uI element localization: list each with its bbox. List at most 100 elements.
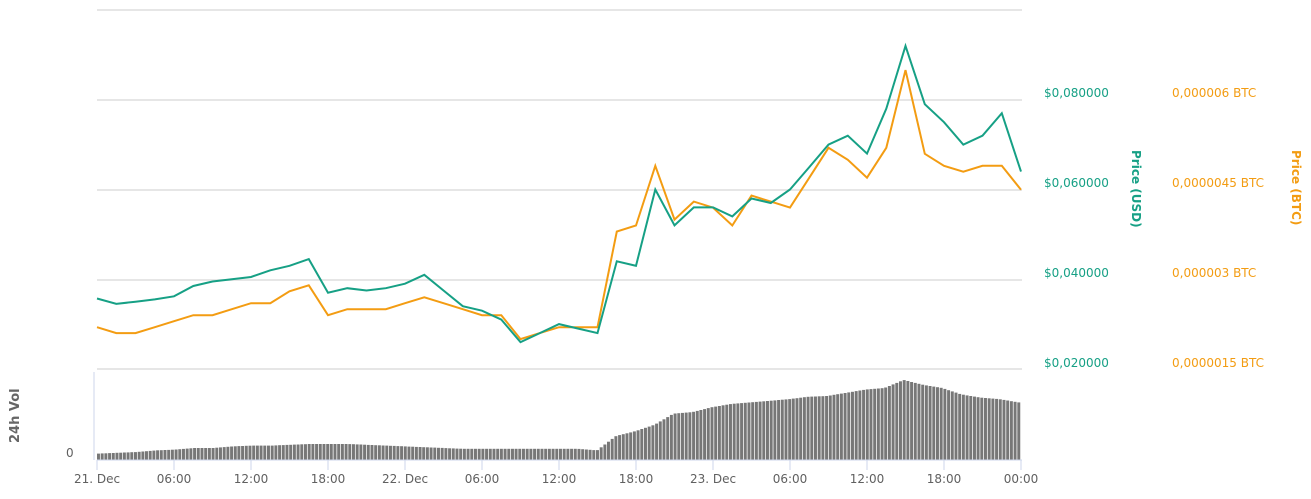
volume-bar [577,448,581,460]
x-tick-label: 23. Dec [689,472,737,486]
volume-bar [182,448,185,460]
volume-bar [747,402,751,460]
volume-bar [141,451,145,460]
volume-bar [122,452,126,460]
volume-bar [134,452,137,460]
volume-bar [950,391,954,460]
volume-bar [433,447,437,460]
x-ticks [96,460,1022,470]
volume-zero-label: 0 [66,446,74,460]
volume-bar [233,446,237,460]
volume-bar [769,400,773,460]
volume-bar [237,446,241,460]
volume-bar [407,446,411,460]
volume-bar [226,446,230,460]
volume-bar [462,448,466,460]
volume-bar [525,448,529,460]
btc-tick-label: 0,000006 BTC [1172,86,1257,100]
volume-bar [1009,401,1013,460]
volume-bar [270,445,274,460]
volume-bar [895,382,899,460]
volume-bar [843,393,847,460]
volume-bar [677,413,681,460]
volume-bar [222,447,226,460]
volume-bar [632,431,636,460]
volume-bar [529,448,533,460]
volume-bar [207,448,211,460]
volume-bar [466,448,470,460]
usd-price-line [96,42,1022,344]
volume-bar [285,444,289,460]
volume-bar [869,389,873,460]
volume-bar [780,399,784,460]
volume-bar [104,453,108,460]
volume-bar [566,448,570,460]
volume-bar [732,403,736,460]
volume-bar [193,448,197,460]
volume-bar [400,446,404,460]
volume-bar [865,389,869,460]
volume-bar [300,444,304,460]
volume-bar [791,398,795,460]
volume-bar [274,445,278,460]
volume-bar [832,394,836,460]
volume-bar [322,444,326,460]
volume-bar [152,450,156,460]
volume-bar [570,448,574,460]
volume-bar [681,412,684,460]
volume-bar [625,433,629,460]
volume-bar [219,447,222,460]
volume-bar [374,445,378,460]
volume-bar [873,388,877,460]
volume-bar [947,390,951,460]
volume-bar [958,393,962,460]
volume-bar [880,388,884,460]
gridlines [97,9,1022,370]
volume-bar [784,399,788,460]
volume-bar [418,447,422,460]
volume-bar [703,409,707,460]
volume-bar [363,444,367,460]
volume-bar [536,448,540,460]
volume-bar [329,444,333,460]
volume-bar [507,448,511,460]
volume-bar [337,444,341,460]
volume-bar [695,410,699,460]
volume-bar [806,396,810,460]
volume-bar [459,448,463,460]
volume-bar [148,450,152,460]
volume-bar [618,435,622,460]
volume-bar [244,445,248,460]
volume-bar [189,448,193,460]
volume-bar [965,395,969,460]
volume-bar [145,451,148,460]
volume-bar [518,448,522,460]
volume-bar [858,390,862,460]
volume-bar [551,448,555,460]
volume-bar [440,447,444,460]
volume-bar [381,445,385,460]
volume-bar [743,402,747,460]
volume-bar [1017,402,1021,460]
volume-bar [156,450,160,460]
volume-bar [307,444,311,460]
volume-bar [954,392,958,460]
volume-bar [333,444,337,460]
volume-bar [159,450,163,460]
volume-bar [810,396,814,460]
volume-bar [352,444,355,460]
volume-bar [991,398,995,460]
volume-bar [289,444,293,460]
volume-bar [976,397,980,460]
volume-bar [425,447,429,460]
volume-bar [666,417,670,460]
volume-bar [547,448,551,460]
x-tick-label: 22. Dec [381,472,429,486]
volume-bar [688,412,692,460]
volume-bar [100,453,104,460]
volume-bar [943,388,947,460]
volume-bar [540,448,544,460]
volume-bar [178,449,182,460]
btc-tick-label: 0,000003 BTC [1172,266,1257,280]
x-tick-label: 00:00 [1003,472,1039,486]
